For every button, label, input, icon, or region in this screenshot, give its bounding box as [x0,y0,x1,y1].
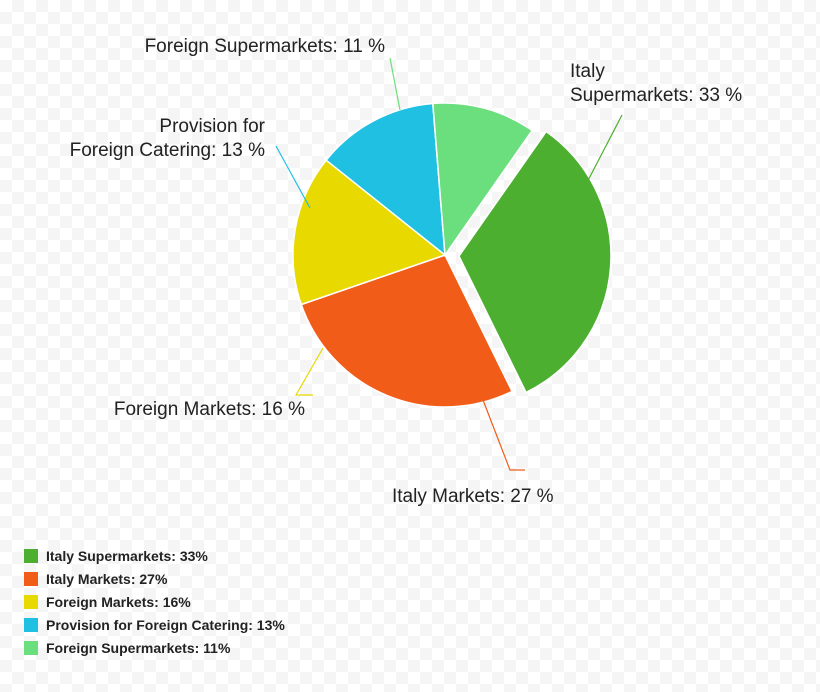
leader-line [276,146,310,208]
legend: Italy Supermarkets: 33% Italy Markets: 27… [24,548,285,663]
legend-label: Provision for Foreign Catering: 13% [46,617,285,633]
callout-label: Italy Supermarkets: 33 % [570,60,742,108]
legend-label: Foreign Supermarkets: 11% [46,640,230,656]
pie-chart-area: Italy Supermarkets: 33 % Italy Markets: 2… [0,0,820,540]
legend-swatch [24,595,38,609]
legend-item: Italy Supermarkets: 33% [24,548,285,564]
legend-item: Foreign Markets: 16% [24,594,285,610]
leader-line [582,115,622,192]
legend-item: Provision for Foreign Catering: 13% [24,617,285,633]
legend-swatch [24,618,38,632]
callout-label: Italy Markets: 27 % [392,485,554,509]
legend-item: Foreign Supermarkets: 11% [24,640,285,656]
leader-line [296,348,323,395]
legend-label: Italy Supermarkets: 33% [46,548,208,564]
legend-label: Italy Markets: 27% [46,571,167,587]
callout-label: Foreign Supermarkets: 11 % [145,35,385,59]
legend-swatch [24,572,38,586]
callout-label: Foreign Markets: 16 % [114,398,305,422]
legend-swatch [24,549,38,563]
legend-swatch [24,641,38,655]
leader-line [483,400,525,470]
legend-item: Italy Markets: 27% [24,571,285,587]
legend-label: Foreign Markets: 16% [46,594,191,610]
leader-line [390,58,400,110]
callout-label: Provision for Foreign Catering: 13 % [70,115,265,163]
